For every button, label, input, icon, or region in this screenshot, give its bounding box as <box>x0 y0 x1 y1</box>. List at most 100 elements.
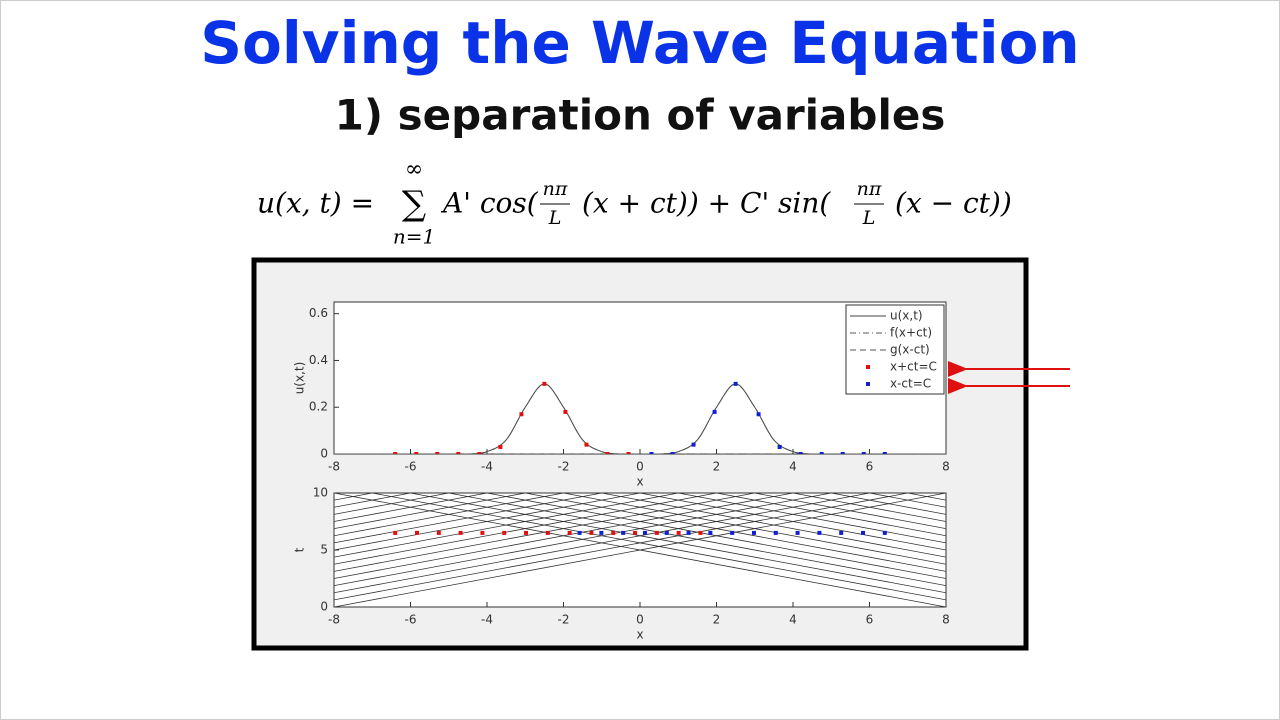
point <box>435 452 440 454</box>
point <box>611 530 616 535</box>
point <box>502 530 507 535</box>
characteristic <box>334 493 717 565</box>
characteristic <box>831 493 946 515</box>
eq-term1: A' cos( <box>440 187 539 220</box>
eq-sup: ∞ <box>405 157 423 182</box>
point <box>712 409 717 414</box>
eq-sum: ∑ <box>402 184 426 224</box>
y-axis-label: t <box>293 547 307 552</box>
characteristic <box>334 493 641 551</box>
point <box>670 452 675 454</box>
characteristic <box>334 493 564 537</box>
x-tick-label: 2 <box>713 460 721 474</box>
point <box>819 452 824 454</box>
x-tick-label: 2 <box>713 613 721 627</box>
characteristic <box>334 493 526 530</box>
eq-num2: nπ <box>857 178 882 200</box>
y-tick-label: 0.6 <box>309 306 328 320</box>
point <box>458 530 463 535</box>
subtitle: 1) separation of variables <box>335 91 946 140</box>
characteristic <box>334 493 679 558</box>
characteristic <box>334 493 832 587</box>
point <box>477 452 482 454</box>
x-tick-label: 6 <box>866 613 874 627</box>
title: Solving the Wave Equation <box>200 9 1079 77</box>
y-axis-label: u(x,t) <box>293 362 307 395</box>
point <box>577 530 582 535</box>
characteristic <box>334 493 908 601</box>
x-tick-label: -4 <box>481 460 493 474</box>
x-tick-label: 4 <box>789 460 797 474</box>
characteristic <box>334 493 870 594</box>
point <box>795 530 800 535</box>
equation: u(x, t) = ∞ ∑ n=1 A' cos( nπ L (x + ct))… <box>257 157 1012 249</box>
point <box>708 530 713 535</box>
characteristic <box>601 493 946 558</box>
point <box>584 442 589 447</box>
characteristic <box>448 493 946 587</box>
point <box>756 412 761 417</box>
plot-area <box>334 493 946 607</box>
point <box>393 530 398 535</box>
eq-sub: n=1 <box>393 225 435 249</box>
point <box>817 530 822 535</box>
point <box>642 530 647 535</box>
point <box>542 381 547 386</box>
characteristic <box>334 493 794 579</box>
characteristic <box>563 493 946 565</box>
y-tick-label: 0.2 <box>309 400 328 414</box>
point <box>626 452 631 454</box>
point <box>676 530 681 535</box>
point <box>882 530 887 535</box>
point <box>773 530 778 535</box>
characteristic <box>792 493 946 522</box>
characteristic <box>525 493 946 572</box>
point <box>498 444 503 449</box>
characteristic <box>334 493 946 607</box>
point <box>839 530 844 535</box>
point <box>599 530 604 535</box>
point <box>567 530 572 535</box>
y-tick-label: 0 <box>320 600 328 614</box>
characteristic <box>410 493 946 594</box>
characteristic <box>334 493 755 572</box>
legend-swatch <box>866 382 870 386</box>
point <box>649 452 654 454</box>
y-tick-label: 0 <box>320 447 328 461</box>
point <box>751 530 756 535</box>
point <box>633 530 638 535</box>
legend: u(x,t) f(x+ct) g(x-ct) x+ct=C x-ct=C <box>845 304 945 395</box>
legend-label: g(x-ct) <box>890 343 930 357</box>
point <box>519 412 524 417</box>
x-tick-label: 8 <box>942 613 950 627</box>
point <box>730 530 735 535</box>
point <box>860 530 865 535</box>
point <box>654 530 659 535</box>
characteristic <box>716 493 946 537</box>
point <box>686 530 691 535</box>
point <box>798 452 803 454</box>
point <box>563 409 568 414</box>
point <box>605 452 610 454</box>
eq-den1: L <box>548 207 562 229</box>
legend-label: f(x+ct) <box>890 326 932 340</box>
characteristic <box>334 493 488 522</box>
plot-area <box>334 381 946 454</box>
point <box>415 530 420 535</box>
x-axis-label: x <box>636 475 643 489</box>
characteristic <box>639 493 946 551</box>
point <box>456 452 461 454</box>
eq-end: (x − ct)) <box>895 187 1012 220</box>
point <box>524 530 529 535</box>
legend-swatch <box>866 365 870 369</box>
point <box>436 530 441 535</box>
x-tick-label: 6 <box>866 460 874 474</box>
legend-label: u(x,t) <box>890 309 923 323</box>
x-tick-label: -6 <box>405 613 417 627</box>
characteristic <box>754 493 946 530</box>
eq-num1: nπ <box>543 178 568 200</box>
x-tick-label: -2 <box>558 613 570 627</box>
eq-mid: (x + ct)) + C' sin( <box>582 187 831 220</box>
x-tick-label: -8 <box>328 460 340 474</box>
